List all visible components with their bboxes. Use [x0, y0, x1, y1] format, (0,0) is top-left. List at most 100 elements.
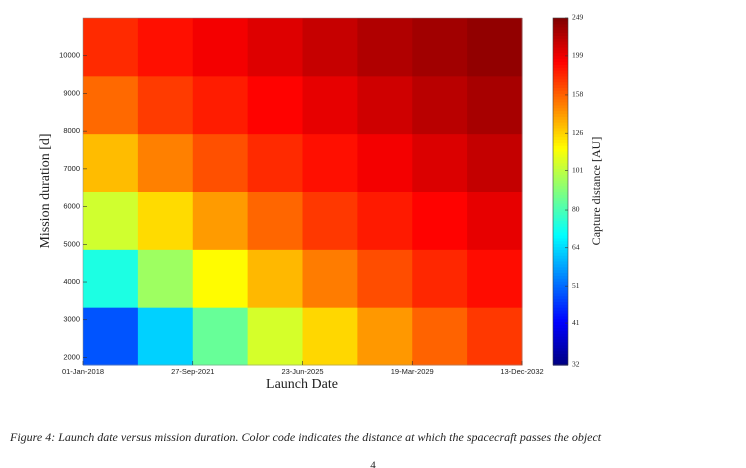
colorbar-swatch [553, 52, 568, 57]
colorbar-swatch [553, 231, 568, 236]
colorbar-swatch [553, 214, 568, 219]
colorbar-swatch [553, 263, 568, 268]
colorbar: 32 41 51 64 80 101 126 158 199 249 [552, 13, 584, 369]
colorbar-swatch [553, 350, 568, 355]
colorbar-swatch [553, 191, 568, 195]
colorbar-swatch [553, 49, 568, 54]
heatmap-cell [247, 133, 303, 192]
heatmap-cell [357, 133, 413, 192]
colorbar-swatch [553, 87, 568, 91]
colorbar-swatch [553, 304, 568, 308]
heatmap-cell [467, 191, 523, 250]
colorbar-tick-label: 51 [572, 281, 580, 290]
heatmap-cell [83, 249, 139, 308]
colorbar-swatch [553, 220, 568, 224]
colorbar-swatch [553, 159, 568, 164]
heatmap-cell [302, 191, 358, 250]
colorbar-swatch [553, 307, 568, 311]
colorbar-swatch [553, 292, 568, 297]
heatmap-cell [247, 191, 303, 250]
y-tick-label: 4000 [63, 277, 80, 286]
heatmap-cell [83, 191, 139, 250]
colorbar-frame [552, 17, 569, 366]
colorbar-swatch [553, 338, 568, 343]
heatmap-cell [357, 75, 413, 135]
colorbar-swatch [553, 98, 568, 103]
colorbar-swatch [553, 156, 568, 161]
colorbar-swatch [553, 44, 568, 48]
colorbar-swatch [553, 252, 568, 256]
colorbar-swatch [553, 142, 568, 146]
y-tick-label: 8000 [63, 126, 80, 135]
y-tick-label: 10000 [59, 51, 80, 60]
heatmap-cell [412, 75, 468, 135]
colorbar-swatch [553, 32, 568, 36]
colorbar-swatch [553, 321, 568, 326]
colorbar-swatch [553, 188, 568, 193]
colorbar-swatch [553, 275, 568, 279]
x-tick-label: 27-Sep-2021 [171, 367, 214, 376]
x-axis-label: Launch Date [266, 377, 338, 392]
colorbar-swatch [553, 327, 568, 331]
colorbar-swatch [553, 75, 568, 80]
y-tick-label: 5000 [63, 239, 80, 248]
colorbar-swatch [553, 211, 568, 216]
colorbar-swatch [553, 194, 568, 198]
heatmap-cell [192, 18, 249, 77]
colorbar-swatch [553, 353, 568, 357]
y-tick-label: 7000 [63, 164, 80, 173]
colorbar-swatch [553, 324, 568, 329]
colorbar-swatch [553, 165, 568, 169]
colorbar-swatch [553, 96, 568, 100]
heatmap-cell [192, 75, 249, 135]
heatmap-cell [302, 249, 358, 308]
heatmap-cell [412, 191, 468, 250]
colorbar-swatch [553, 38, 568, 42]
colorbar-swatch [553, 41, 568, 45]
colorbar-swatch [553, 359, 568, 363]
colorbar-swatch [553, 162, 568, 167]
colorbar-swatch [553, 174, 568, 178]
colorbar-swatch [553, 272, 568, 276]
colorbar-swatch [553, 20, 568, 25]
colorbar-swatch [553, 113, 568, 117]
colorbar-swatch [553, 124, 568, 129]
colorbar-swatch [553, 133, 568, 138]
x-tick-label: 13-Dec-2032 [500, 367, 543, 376]
colorbar-swatch [553, 200, 568, 204]
colorbar-swatch [553, 240, 568, 245]
colorbar-swatch [553, 78, 568, 83]
x-tick-label: 01-Jan-2018 [62, 367, 104, 376]
colorbar-swatch [553, 333, 568, 337]
colorbar-swatch [553, 310, 568, 314]
page-number: 4 [370, 460, 376, 468]
colorbar-swatch [553, 55, 568, 60]
colorbar-swatch [553, 266, 568, 271]
heatmap-cell [357, 18, 413, 77]
colorbar-swatch [553, 145, 568, 149]
colorbar-swatch [553, 136, 568, 141]
figure-caption: Figure 4: Launch date versus mission dur… [9, 430, 602, 444]
heatmap-cell [412, 18, 468, 77]
heatmap-cell [357, 191, 413, 250]
colorbar-swatch [553, 58, 568, 62]
heatmap-cell [467, 249, 523, 308]
heatmap-cell [412, 249, 468, 308]
heatmap-cell [192, 191, 249, 250]
colorbar-swatch [553, 64, 568, 68]
colorbar-swatch [553, 298, 568, 302]
heatmap-cell [412, 133, 468, 192]
colorbar-swatch [553, 229, 568, 233]
colorbar-tick-label: 101 [572, 165, 584, 174]
colorbar-swatch [553, 255, 568, 259]
colorbar-swatch [553, 258, 568, 262]
heatmap-cell [247, 18, 303, 77]
colorbar-swatch [553, 315, 568, 320]
colorbar-swatch [553, 122, 568, 126]
heatmap-cell [302, 307, 358, 366]
x-tick-label: 23-Jun-2025 [281, 367, 323, 376]
y-axis-label: Mission duration [d] [38, 133, 53, 248]
colorbar-swatch [553, 269, 568, 274]
heatmap-cell [83, 75, 139, 135]
